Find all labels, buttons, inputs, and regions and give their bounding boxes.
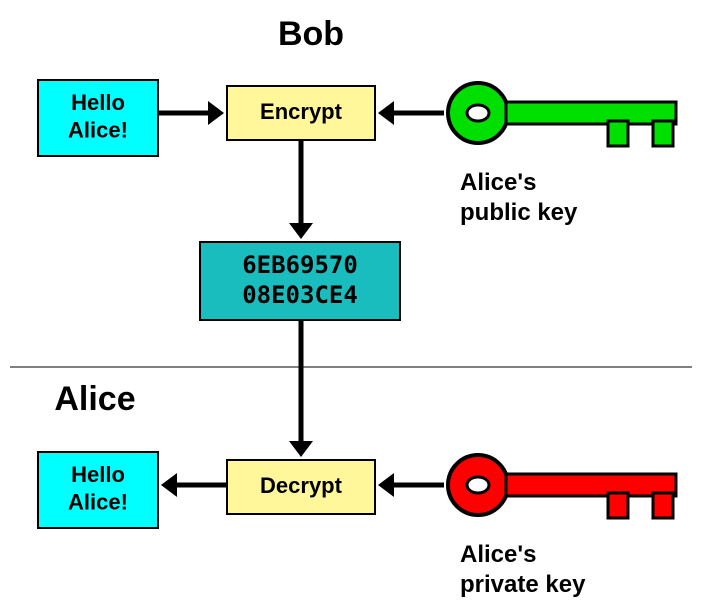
plaintext_top-text-1: Alice! [68,118,128,143]
private-key-label-1: private key [460,571,586,598]
encryption-diagram: Bob Alice Hello Alice! Encrypt 6EB6957008E03C… [0,0,702,611]
public-key-label-1: public key [460,199,578,226]
encrypt-box: Encrypt [227,86,375,140]
alice-title: Alice [54,380,135,418]
ciphertext-text-0: 6EB69570 [242,251,358,279]
ciphertext-box: 6EB6957008E03CE4 [200,242,400,320]
encrypt-text-0: Encrypt [260,99,343,124]
plaintext_bottom-box: Hello Alice! [38,452,158,528]
plaintext_top-text-0: Hello [71,90,125,115]
plaintext_bottom-text-0: Hello [71,462,125,487]
plaintext_bottom-text-1: Alice! [68,490,128,515]
ciphertext-text-1: 08E03CE4 [242,281,358,309]
decrypt-text-0: Decrypt [260,473,343,498]
bob-title: Bob [278,15,344,53]
private-key-label-0: Alice's [460,541,536,568]
public-key-label-0: Alice's [460,169,536,196]
decrypt-box: Decrypt [227,460,375,514]
plaintext_top-box: Hello Alice! [38,80,158,156]
